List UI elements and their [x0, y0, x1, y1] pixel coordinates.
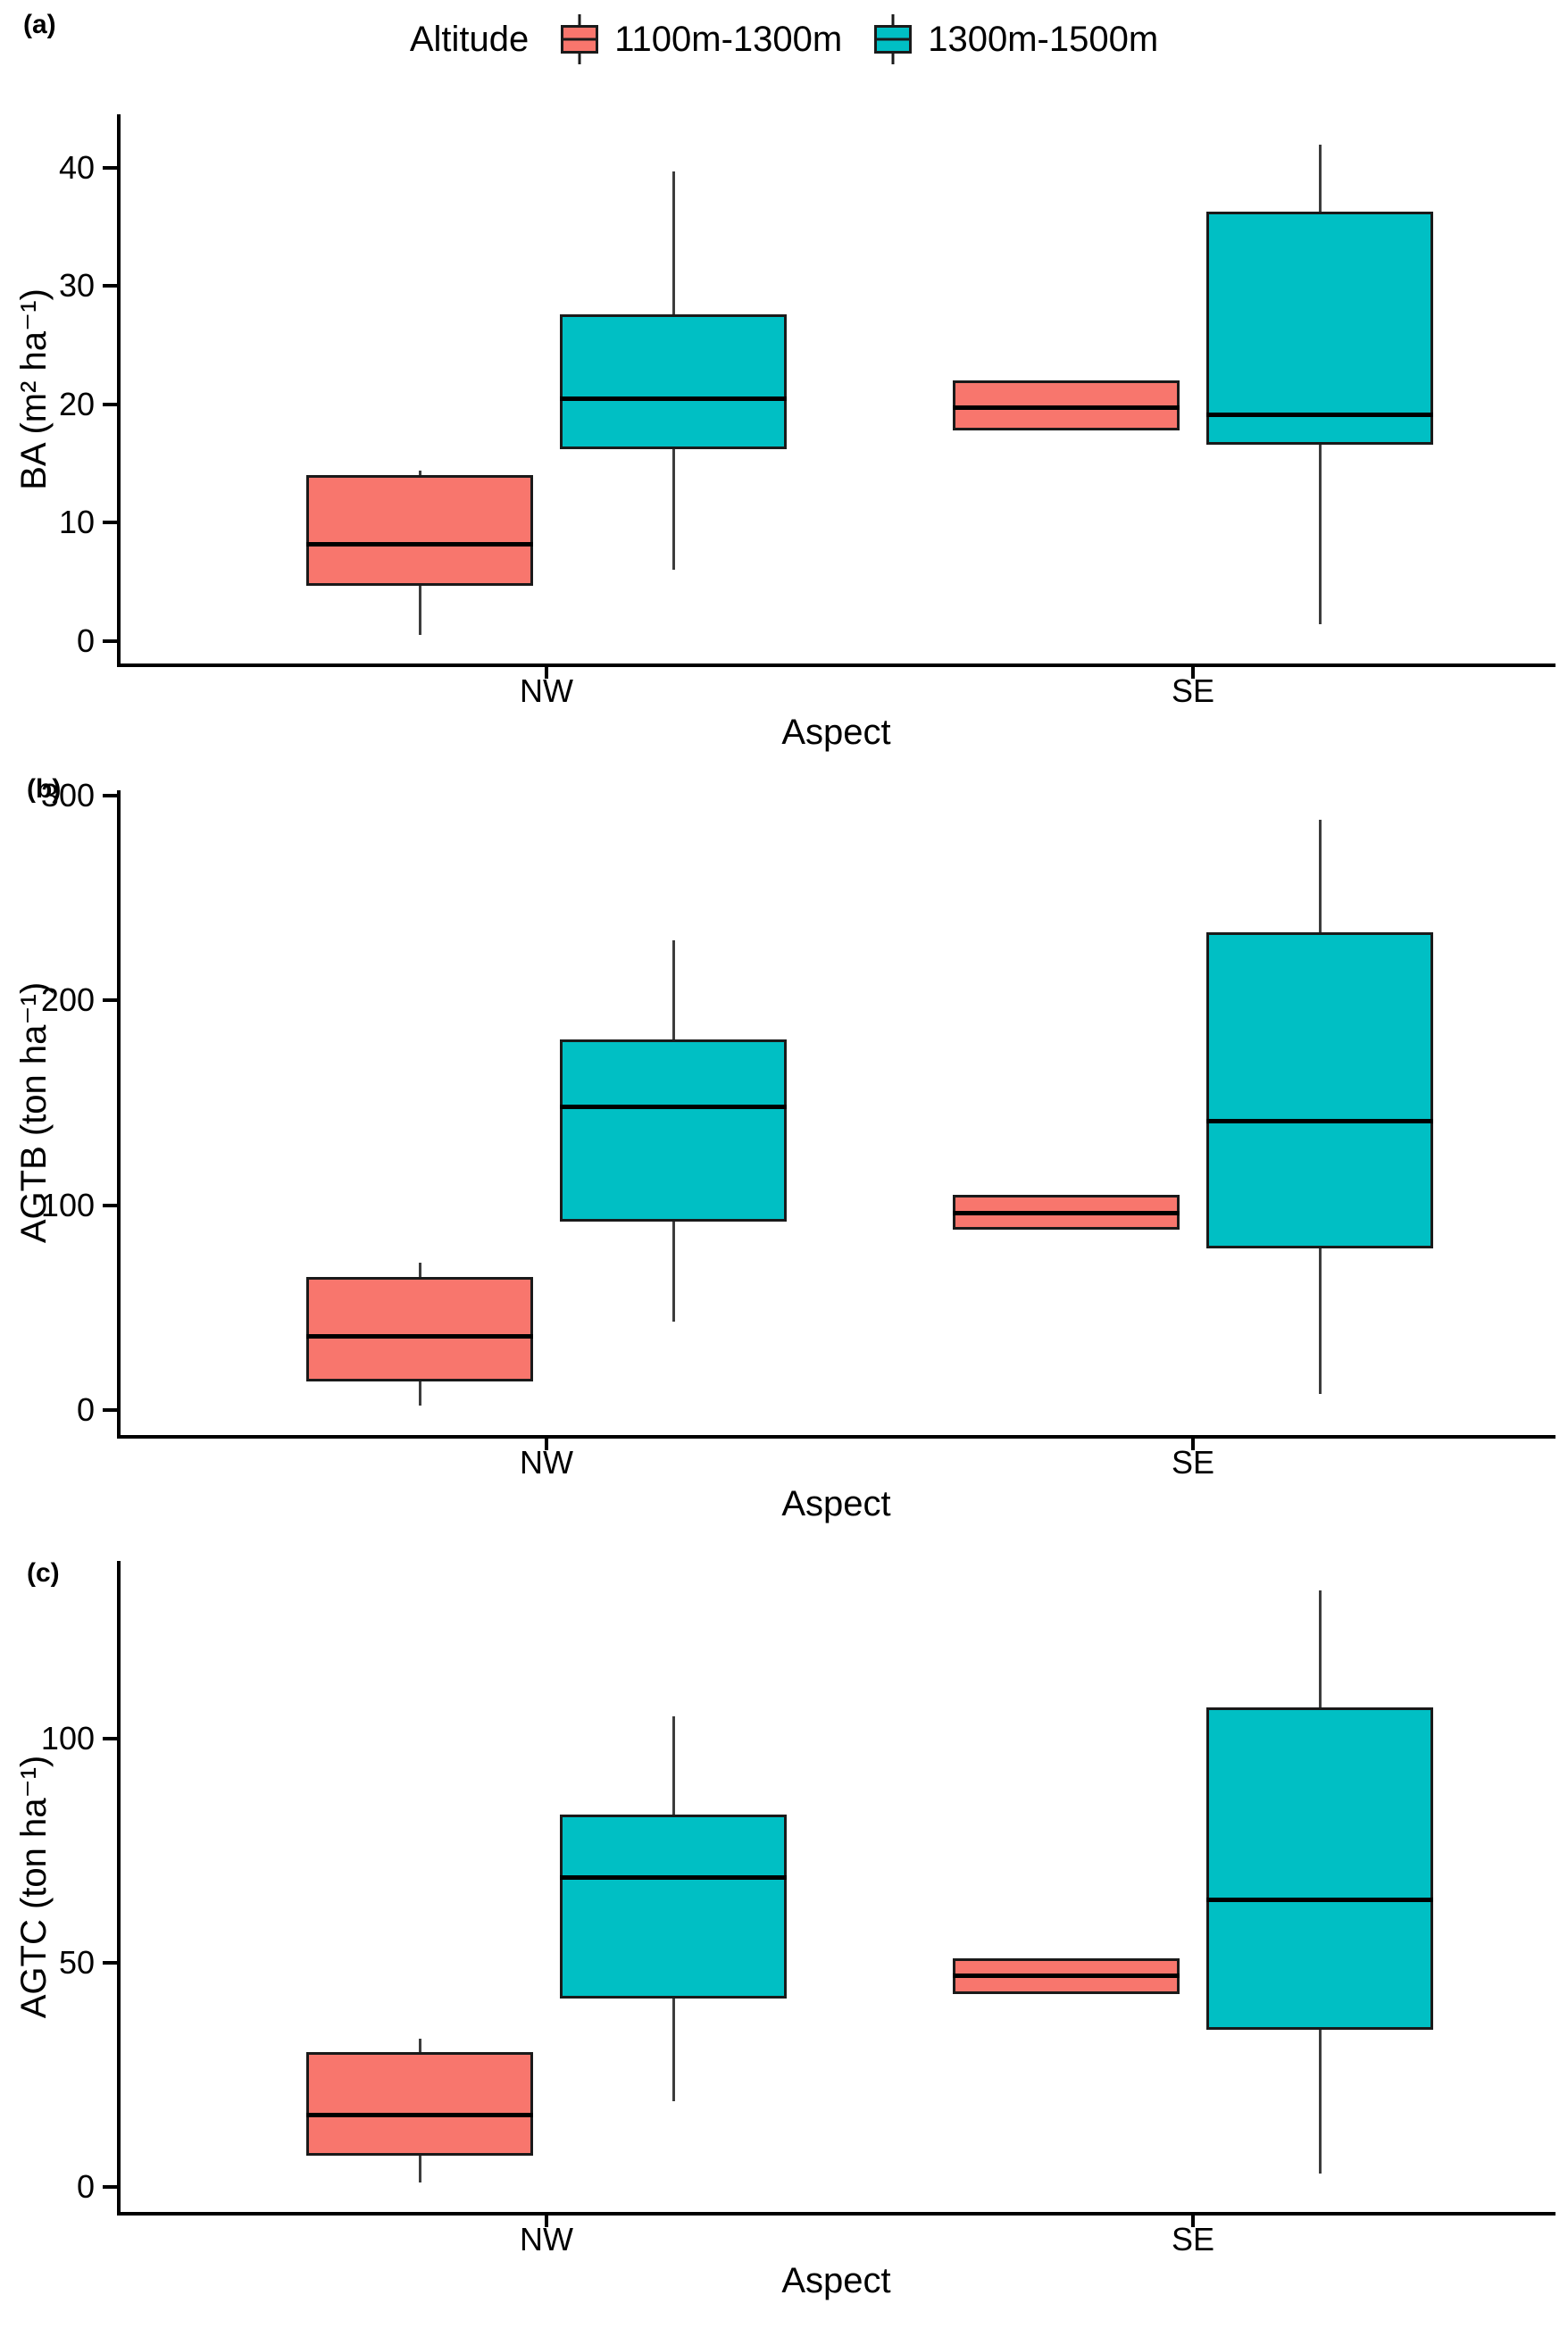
- y-tick-b-0: [103, 1408, 117, 1412]
- legend-item-label: 1100m-1300m: [614, 20, 843, 59]
- y-tick-c-0: [103, 2184, 117, 2189]
- y-tick-a-20: [103, 402, 117, 406]
- box-c-nw-1300m-1500m: [560, 1815, 787, 1999]
- y-axis-line-b: [117, 790, 121, 1439]
- y-tick-label-b-0: 0: [76, 1391, 95, 1428]
- x-axis-line-b: [117, 1435, 1555, 1439]
- y-tick-b-100: [103, 1203, 117, 1207]
- y-tick-label-a-40: 40: [58, 148, 95, 186]
- y-tick-a-0: [103, 638, 117, 643]
- panel-letter-a: (a): [23, 10, 56, 39]
- y-tick-label-a-0: 0: [76, 622, 95, 659]
- x-axis-title-a: Aspect: [781, 713, 891, 752]
- legend-item-1300m-1500m: 1300m-1500m: [872, 14, 1158, 64]
- x-axis-title-c: Aspect: [781, 2261, 891, 2300]
- median-line-a-se-1100m-1300m: [953, 405, 1180, 411]
- y-tick-b-200: [103, 998, 117, 1002]
- y-tick-a-30: [103, 284, 117, 288]
- x-tick-b-NW: [545, 1439, 548, 1450]
- median-line-c-se-1100m-1300m: [953, 1974, 1180, 1979]
- median-line-b-nw-1100m-1300m: [306, 1333, 533, 1339]
- x-tick-a-SE: [1191, 667, 1195, 679]
- y-axis-line-c: [117, 1561, 121, 2216]
- y-tick-b-300: [103, 793, 117, 797]
- y-tick-label-c-50: 50: [58, 1943, 95, 1981]
- y-tick-label-a-30: 30: [58, 267, 95, 305]
- x-tick-c-SE: [1191, 2216, 1195, 2227]
- y-tick-label-b-200: 200: [40, 981, 95, 1018]
- x-tick-label-b-SE: SE: [1171, 1444, 1215, 1481]
- box-b-nw-1100m-1300m: [306, 1276, 533, 1381]
- boxplot-key-icon: [559, 14, 600, 64]
- box-b-se-1300m-1500m: [1206, 932, 1433, 1248]
- y-axis-title-b: AGTB (ton ha⁻¹): [14, 981, 54, 1244]
- legend-title: Altitude: [409, 20, 530, 59]
- legend-item-label: 1300m-1500m: [928, 20, 1159, 59]
- median-line-c-se-1300m-1500m: [1206, 1898, 1433, 1903]
- y-axis-line-a: [117, 114, 121, 667]
- y-tick-label-a-20: 20: [58, 385, 95, 422]
- box-c-nw-1100m-1300m: [306, 2052, 533, 2156]
- y-tick-c-50: [103, 1960, 117, 1965]
- key-box: [561, 25, 599, 54]
- y-tick-label-c-0: 0: [76, 2167, 95, 2205]
- x-tick-b-SE: [1191, 1439, 1195, 1450]
- median-line-a-nw-1100m-1300m: [306, 541, 533, 547]
- box-c-se-1300m-1500m: [1206, 1707, 1433, 2031]
- median-line-b-se-1100m-1300m: [953, 1211, 1180, 1216]
- x-tick-c-NW: [545, 2216, 548, 2227]
- median-line-b-se-1300m-1500m: [1206, 1118, 1433, 1123]
- x-tick-label-c-NW: NW: [520, 2221, 573, 2257]
- x-axis-line-c: [117, 2212, 1555, 2216]
- y-tick-label-c-100: 100: [40, 1719, 95, 1757]
- box-a-se-1300m-1500m: [1206, 211, 1433, 445]
- x-axis-line-a: [117, 663, 1555, 667]
- median-line-a-nw-1300m-1500m: [560, 396, 787, 401]
- panel-letter-b: (b): [27, 774, 62, 804]
- x-tick-a-NW: [545, 667, 548, 679]
- key-median-line: [563, 38, 596, 41]
- boxplot-key-icon: [872, 14, 913, 64]
- legend: Altitude 1100m-1300m 1300m-1500m: [0, 14, 1568, 64]
- y-axis-title-a: BA (m² ha⁻¹): [14, 288, 54, 490]
- y-tick-a-40: [103, 165, 117, 170]
- x-tick-label-a-NW: NW: [520, 672, 573, 709]
- median-line-c-nw-1100m-1300m: [306, 2113, 533, 2118]
- box-a-nw-1100m-1300m: [306, 475, 533, 586]
- x-tick-label-a-SE: SE: [1171, 672, 1215, 709]
- y-tick-label-b-300: 300: [40, 776, 95, 814]
- legend-item-1100m-1300m: 1100m-1300m: [559, 14, 842, 64]
- median-line-a-se-1300m-1500m: [1206, 413, 1433, 418]
- x-axis-title-b: Aspect: [781, 1484, 891, 1523]
- x-tick-label-c-SE: SE: [1171, 2221, 1215, 2257]
- y-tick-label-b-100: 100: [40, 1186, 95, 1223]
- key-median-line: [877, 38, 910, 41]
- y-axis-title-c: AGTC (ton ha⁻¹): [14, 1755, 54, 2018]
- box-a-nw-1300m-1500m: [560, 313, 787, 450]
- median-line-c-nw-1300m-1500m: [560, 1874, 787, 1880]
- y-tick-a-10: [103, 521, 117, 525]
- y-tick-label-a-10: 10: [58, 504, 95, 541]
- y-tick-c-100: [103, 1736, 117, 1740]
- median-line-b-nw-1300m-1500m: [560, 1104, 787, 1109]
- box-b-nw-1300m-1500m: [560, 1039, 787, 1222]
- key-box: [874, 25, 913, 54]
- x-tick-label-b-NW: NW: [520, 1444, 573, 1481]
- box-a-se-1100m-1300m: [953, 380, 1180, 430]
- panel-letter-c: (c): [27, 1558, 60, 1588]
